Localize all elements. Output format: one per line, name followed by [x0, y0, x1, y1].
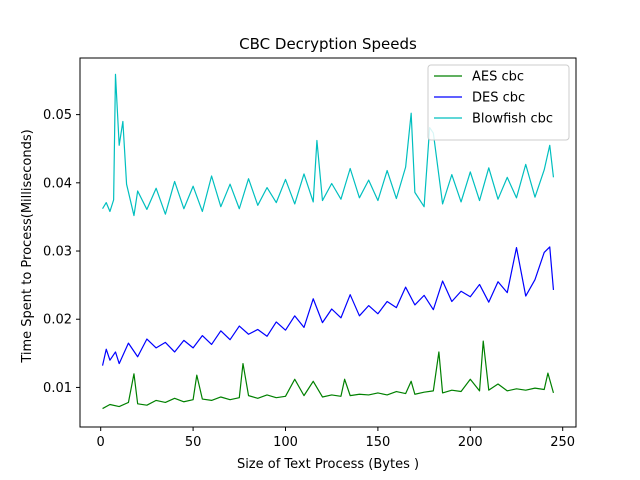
- legend: AES cbc DES cbc Blowfish cbc: [427, 64, 570, 141]
- x-tick-label: 50: [185, 435, 202, 450]
- legend-label-1: DES cbc: [472, 91, 525, 106]
- axes-frame: [79, 57, 577, 428]
- x-tick-label: 250: [550, 435, 575, 450]
- series-line-0: [102, 340, 555, 410]
- y-tick-label: 0.04: [43, 176, 72, 191]
- y-axis-label: Time Spent to Process(Milliseconds): [20, 129, 35, 363]
- y-tick-label: 0.03: [43, 245, 72, 260]
- y-tick-label: 0.01: [43, 381, 72, 396]
- y-tick-label: 0.02: [43, 313, 72, 328]
- legend-label-0: AES cbc: [472, 70, 524, 85]
- axes: 0 50 100 150 200 250 0.01 0.02 0.03 0.04 0.05: [43, 57, 577, 450]
- x-tick-label: 0: [97, 435, 105, 450]
- legend-label-2: Blowfish cbc: [472, 112, 553, 127]
- x-tick-label: 150: [365, 435, 390, 450]
- series-line-2: [102, 73, 555, 217]
- series-line-1: [101, 246, 555, 366]
- chart-title: CBC Decryption Speeds: [239, 35, 417, 53]
- y-tick-label: 0.05: [43, 108, 72, 123]
- legend-box: [427, 64, 570, 141]
- x-tick-label: 100: [273, 435, 298, 450]
- x-tick-label: 200: [458, 435, 483, 450]
- series-lines: [101, 73, 555, 410]
- x-axis-label: Size of Text Process (Bytes ): [237, 457, 419, 472]
